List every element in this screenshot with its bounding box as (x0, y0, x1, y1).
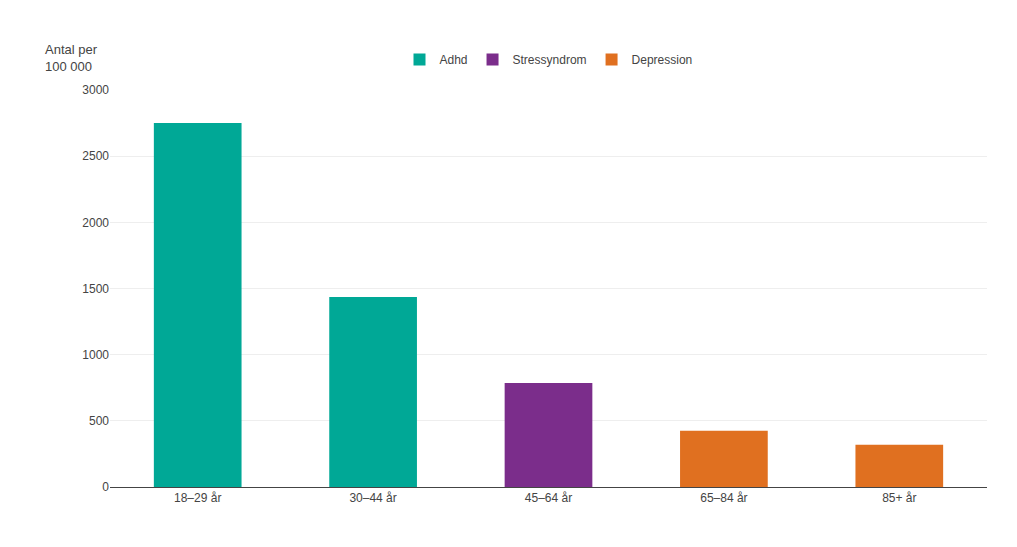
svg-text:Antal per100 000: Antal per100 000 (45, 42, 98, 74)
svg-text:Stressyndrom: Stressyndrom (513, 53, 587, 67)
svg-text:3000: 3000 (82, 83, 109, 97)
svg-text:1000: 1000 (82, 348, 109, 362)
svg-text:65–84 år: 65–84 år (700, 491, 747, 505)
svg-text:0: 0 (102, 480, 109, 494)
svg-text:18–29 år: 18–29 år (174, 491, 221, 505)
svg-text:Adhd: Adhd (440, 53, 468, 67)
svg-text:45–64 år: 45–64 år (525, 491, 572, 505)
svg-text:1500: 1500 (82, 282, 109, 296)
svg-text:2000: 2000 (82, 216, 109, 230)
svg-text:30–44 år: 30–44 år (349, 491, 396, 505)
svg-text:2500: 2500 (82, 149, 109, 163)
svg-text:Depression: Depression (632, 53, 693, 67)
svg-text:500: 500 (89, 414, 109, 428)
svg-text:85+ år: 85+ år (882, 491, 916, 505)
